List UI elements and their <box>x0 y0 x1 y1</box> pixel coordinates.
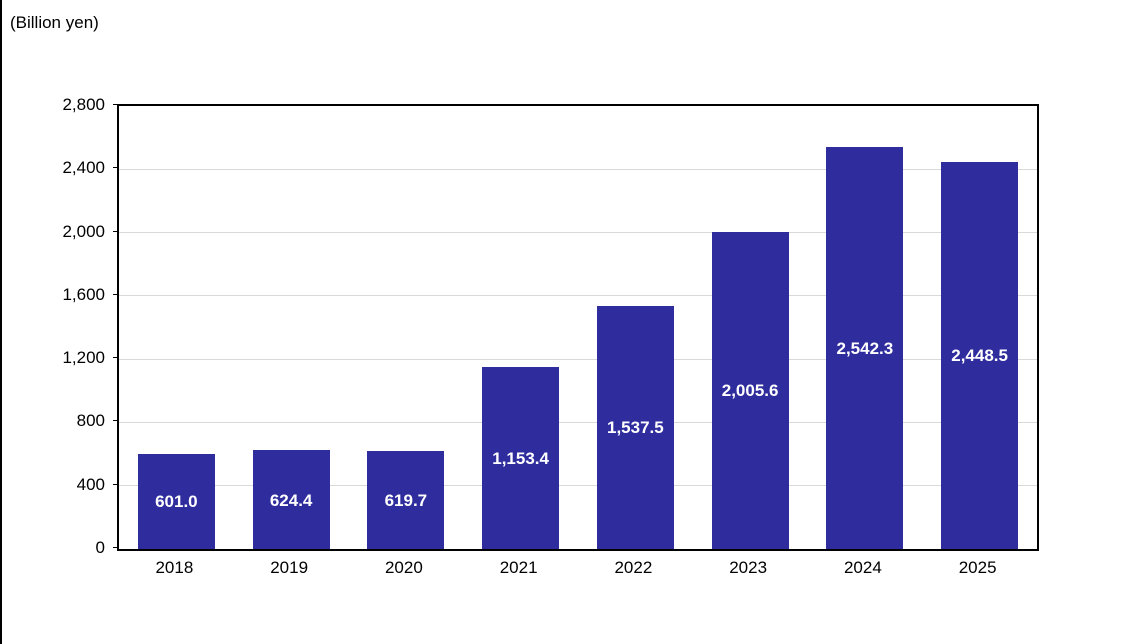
x-tick-label-2023: 2023 <box>729 558 768 577</box>
y-tick-mark <box>113 420 118 422</box>
bar-2025: 2,448.5 <box>941 161 1019 549</box>
bar-value-label-2018: 601.0 <box>155 492 198 512</box>
figure-left-border-line <box>0 0 2 644</box>
y-tick-mark <box>113 483 118 485</box>
bar-2020: 619.7 <box>367 450 445 549</box>
bar-2021: 1,153.4 <box>482 366 560 549</box>
y-tick-mark <box>113 293 118 295</box>
bar-value-label-2024: 2,542.3 <box>836 338 894 358</box>
y-tick-label-800: 800 <box>76 411 105 431</box>
bar-2018: 601.0 <box>137 453 215 549</box>
x-tick-label-2019: 2019 <box>270 558 309 577</box>
y-axis-unit-label: (Billion yen) <box>10 13 99 32</box>
bar-value-label-2019: 624.4 <box>269 490 313 510</box>
bar-value-label-2022: 1,537.5 <box>607 418 664 438</box>
gridline-400 <box>119 485 1037 487</box>
bar-2023: 2,005.6 <box>711 231 789 549</box>
bar-value-label-2025: 2,448.5 <box>951 346 1008 366</box>
bar-value-label-2023: 2,005.6 <box>721 381 779 401</box>
x-tick-label-2021: 2021 <box>499 558 538 577</box>
bar-2019: 624.4 <box>252 450 330 549</box>
gridline-800 <box>119 421 1037 423</box>
y-tick-mark <box>113 547 118 548</box>
y-tick-label-1,600: 1,600 <box>62 284 105 304</box>
gridline-1,200 <box>119 358 1037 360</box>
y-tick-mark <box>113 104 118 105</box>
y-tick-label-2,000: 2,000 <box>62 221 105 241</box>
bar-2022: 1,537.5 <box>596 305 674 549</box>
x-tick-label-2018: 2018 <box>155 558 194 577</box>
y-tick-mark <box>113 230 118 232</box>
y-tick-mark <box>113 357 118 359</box>
plot-area: 601.0 624.4 619.7 1,153.4 1,537.5 2,005.6 2,54… <box>117 104 1039 551</box>
y-tick-label-400: 400 <box>76 474 105 494</box>
y-tick-label-2,400: 2,400 <box>62 158 105 178</box>
bar-2024: 2,542.3 <box>826 146 904 549</box>
gridline-2,400 <box>119 168 1037 170</box>
x-tick-label-2024: 2024 <box>843 558 882 577</box>
y-tick-label-0: 0 <box>95 538 105 557</box>
gridline-1,600 <box>119 295 1037 297</box>
x-tick-label-2020: 2020 <box>384 558 423 577</box>
y-tick-label-1,200: 1,200 <box>62 348 105 368</box>
x-tick-label-2022: 2022 <box>614 558 653 577</box>
bar-value-label-2021: 1,153.4 <box>492 448 549 468</box>
bar-value-label-2020: 619.7 <box>384 490 428 510</box>
y-tick-label-2,800: 2,800 <box>62 95 105 114</box>
gridline-2,000 <box>119 232 1037 234</box>
x-tick-label-2025: 2025 <box>958 558 997 577</box>
y-tick-mark <box>113 167 118 169</box>
